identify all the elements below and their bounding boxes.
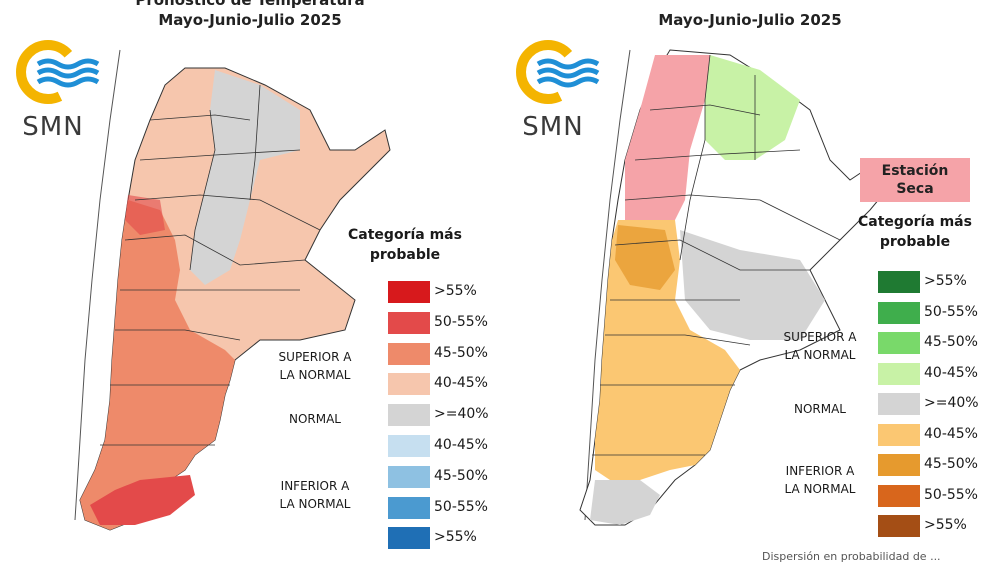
title-line-2: Mayo-Junio-Julio 2025 [158,11,342,29]
legend-label: 50-55% [434,313,488,330]
smn-logo: SMN [8,40,108,150]
legend-swatch [878,484,920,507]
legend-swatch [388,311,430,334]
province-borders [100,84,321,446]
legend-title: Categoría más probable [340,225,470,265]
province-borders [592,54,841,456]
category-superior-line-2: LA NORMAL [279,368,351,382]
legend-swatch [388,435,430,457]
legend-title-line-1: Categoría más [858,214,972,230]
category-inferior-line-2: LA NORMAL [784,482,856,496]
legend-label: 40-45% [434,437,488,453]
legend-title: Categoría más probable [845,212,985,252]
dry-season-line-1: Estación [881,163,949,179]
temperature-title: Pronóstico de Temperatura Mayo-Junio-Jul… [0,0,500,30]
smn-logo-icon [516,40,600,104]
legend-label: >55% [434,529,477,546]
legend-swatch [388,373,430,396]
legend-swatch [388,465,430,488]
dry-season-line-2: Seca [896,181,934,197]
legend-label: >=40% [924,395,979,411]
legend-label: 40-45% [434,375,488,392]
category-inferior-line-2: LA NORMAL [279,497,351,511]
category-inferior: INFERIOR A LA NORMAL [270,477,360,513]
legend-label: >55% [924,273,967,289]
category-inferior-line-1: INFERIOR A [280,479,350,493]
legend-swatch [388,404,430,427]
legend-swatch [388,527,430,550]
dry-season-badge: Estación Seca [860,158,970,202]
legend-label: >55% [434,283,477,299]
smn-logo-text: SMN [522,112,584,142]
smn-logo: SMN [508,40,608,150]
temperature-map [74,49,391,531]
legend-title-line-2: probable [879,234,951,250]
precipitation-forecast-panel: Mayo-Junio-Julio 2025 SMN [500,0,1000,562]
legend-title-line-2: probable [369,247,441,263]
category-superior: SUPERIOR A LA NORMAL [770,328,870,364]
region-normal-south [590,480,660,525]
title-line-1: Pronóstico de Temperatura [135,0,365,9]
region-50-55-north [125,195,165,235]
legend-label: >=40% [434,406,489,423]
smn-logo-icon [16,40,100,104]
legend-label: 45-50% [924,334,978,350]
legend-label: 40-45% [924,364,978,381]
legend-swatch [878,301,920,324]
category-superior-line-1: SUPERIOR A [278,350,352,364]
legend-label: >55% [924,517,967,533]
legend-label: 45-50% [924,456,978,472]
legend-swatch [878,271,920,293]
region-dry-season [625,55,710,220]
category-inferior-line-1: INFERIOR A [785,464,855,478]
category-superior-line-1: SUPERIOR A [783,330,857,344]
legend-swatch [388,342,430,365]
legend-label: 45-50% [434,467,488,484]
legend-swatch [878,454,920,476]
category-superior-line-2: LA NORMAL [784,348,856,362]
legend-swatch [878,515,920,537]
legend-label: 50-55% [924,486,978,503]
region-normal-center [680,230,825,340]
legend-label: 45-50% [434,344,488,361]
precipitation-map [579,49,896,526]
legend-swatch [878,332,920,354]
title-line-2: Mayo-Junio-Julio 2025 [658,11,842,29]
smn-logo-text: SMN [22,112,84,142]
legend-label: 50-55% [924,303,978,320]
footnote: Dispersión en probabilidad de ... [762,550,941,562]
legend-label: 50-55% [434,498,488,515]
precipitation-title: Mayo-Junio-Julio 2025 [500,0,1000,30]
legend-swatch [878,423,920,446]
legend-swatch [388,496,430,519]
region-normal [190,70,300,285]
category-superior: SUPERIOR A LA NORMAL [270,348,360,384]
region-50-55 [90,475,195,525]
legend-title-line-1: Categoría más [348,227,462,243]
region-above-normal [705,55,800,160]
legend-swatch [878,393,920,415]
category-normal: NORMAL [793,402,846,416]
legend-label: 40-45% [924,425,978,442]
category-inferior: INFERIOR A LA NORMAL [770,462,870,498]
legend-swatch [878,362,920,385]
legend-swatch [388,281,430,303]
region-45-50 [80,200,235,530]
category-normal: NORMAL [288,412,341,426]
temperature-forecast-panel: Pronóstico de Temperatura Mayo-Junio-Jul… [0,0,500,550]
